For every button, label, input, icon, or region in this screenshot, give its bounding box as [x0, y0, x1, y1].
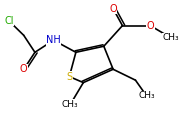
Text: CH₃: CH₃: [62, 100, 79, 109]
Text: O: O: [20, 64, 28, 74]
Text: O: O: [109, 4, 117, 14]
Text: S: S: [66, 72, 72, 82]
Text: O: O: [146, 21, 154, 31]
Text: NH: NH: [46, 35, 61, 45]
Text: Cl: Cl: [4, 16, 14, 26]
Text: CH₃: CH₃: [163, 33, 179, 42]
Text: CH₃: CH₃: [138, 91, 155, 100]
